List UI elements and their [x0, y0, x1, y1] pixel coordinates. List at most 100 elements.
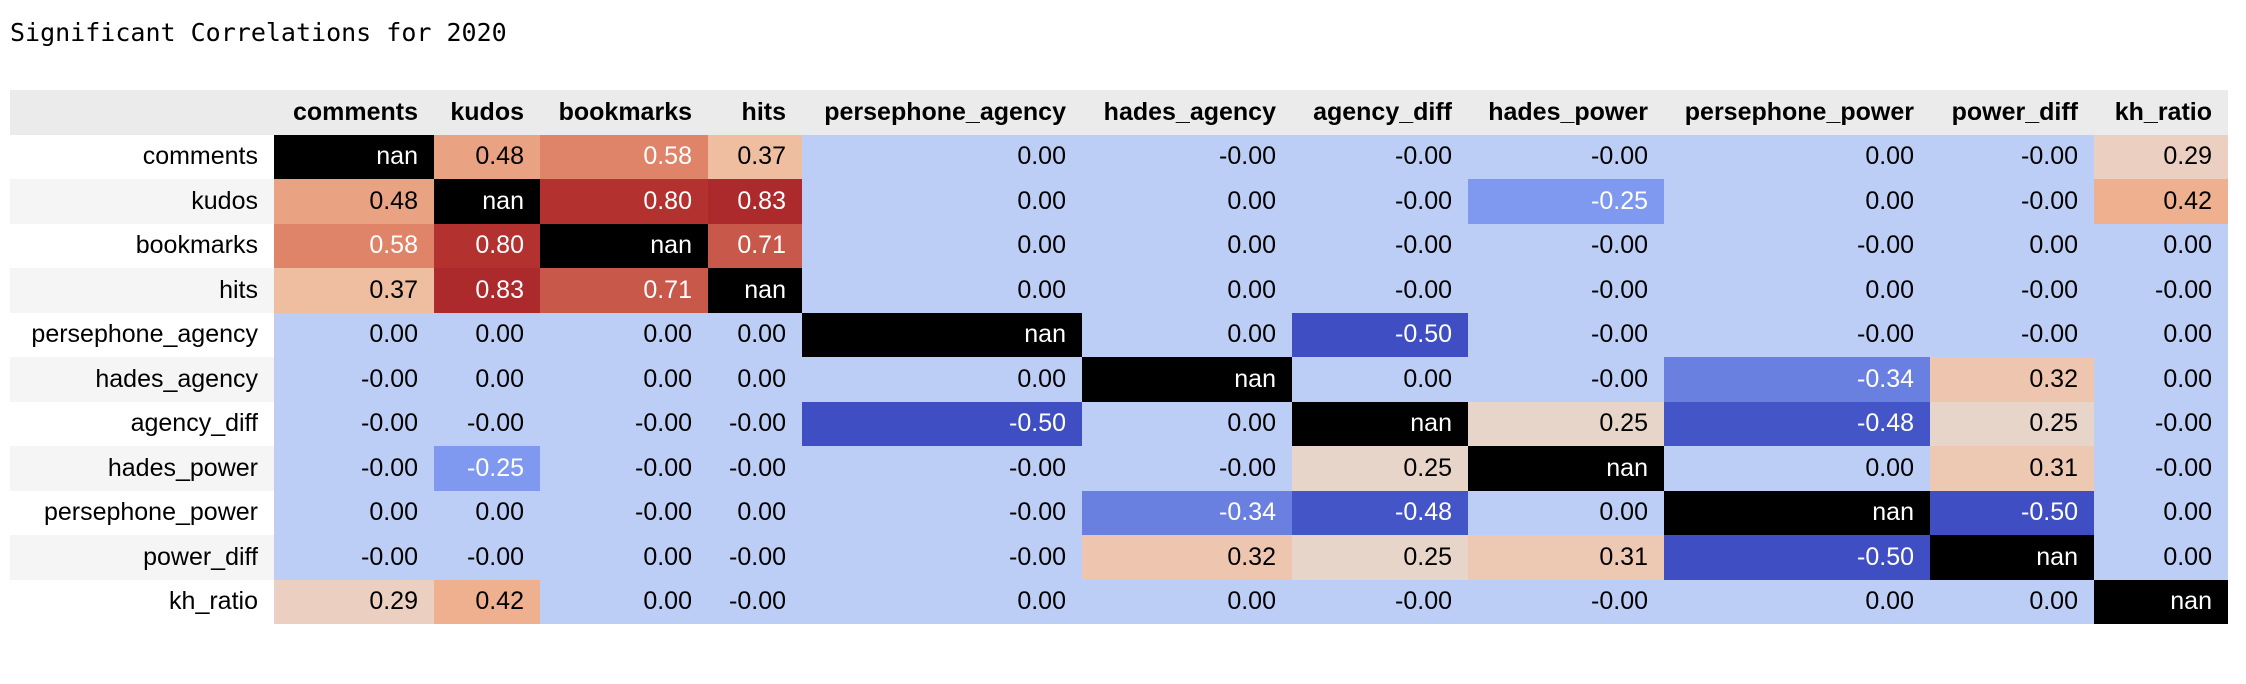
correlation-cell: 0.00 — [540, 535, 708, 580]
correlation-cell: nan — [1468, 446, 1664, 491]
correlation-cell: -0.00 — [1930, 179, 2094, 224]
column-header: hades_agency — [1082, 90, 1292, 135]
row-header: kh_ratio — [10, 579, 274, 624]
table-row: power_diff -0.00 -0.00 0.00 -0.00 -0.00 0.32 0.… — [10, 535, 2228, 580]
column-header: kh_ratio — [2094, 90, 2228, 135]
table-row: agency_diff -0.00 -0.00 -0.00 -0.00 -0.50 0.00… — [10, 401, 2228, 446]
correlation-cell: 0.00 — [1468, 490, 1664, 535]
correlation-cell: 0.00 — [434, 357, 540, 402]
correlation-cell: 0.00 — [708, 312, 802, 357]
row-header: hades_agency — [10, 357, 274, 402]
correlation-cell: -0.25 — [434, 446, 540, 491]
correlation-cell: -0.00 — [1082, 446, 1292, 491]
correlation-cell: -0.00 — [1468, 312, 1664, 357]
table-row: persephone_power 0.00 0.00 -0.00 0.00 -0.00 -0… — [10, 490, 2228, 535]
correlation-cell: 0.71 — [708, 223, 802, 268]
column-header: kudos — [434, 90, 540, 135]
correlation-cell: -0.00 — [802, 446, 1082, 491]
header-row: comments kudos bookmarks hits persephone_age… — [10, 90, 2228, 135]
correlation-cell: 0.00 — [708, 490, 802, 535]
correlation-cell: -0.00 — [1930, 268, 2094, 313]
correlation-cell: -0.48 — [1292, 490, 1468, 535]
correlation-cell: 0.00 — [540, 579, 708, 624]
correlation-cell: -0.50 — [1930, 490, 2094, 535]
correlation-cell: 0.25 — [1292, 446, 1468, 491]
correlation-cell: -0.00 — [274, 401, 434, 446]
column-header: power_diff — [1930, 90, 2094, 135]
correlation-cell: 0.00 — [1664, 579, 1930, 624]
column-header: bookmarks — [540, 90, 708, 135]
column-header: persephone_power — [1664, 90, 1930, 135]
correlation-cell: -0.00 — [708, 401, 802, 446]
correlation-cell: 0.31 — [1930, 446, 2094, 491]
correlation-cell: -0.00 — [708, 446, 802, 491]
column-header: agency_diff — [1292, 90, 1468, 135]
correlation-cell: 0.00 — [802, 268, 1082, 313]
correlation-cell: 0.00 — [802, 357, 1082, 402]
correlation-cell: 0.00 — [1082, 312, 1292, 357]
correlation-cell: 0.83 — [434, 268, 540, 313]
correlation-cell: -0.00 — [1468, 268, 1664, 313]
row-header: bookmarks — [10, 223, 274, 268]
correlation-cell: -0.00 — [274, 357, 434, 402]
correlation-cell: -0.00 — [802, 490, 1082, 535]
correlation-cell: 0.32 — [1930, 357, 2094, 402]
correlation-cell: -0.00 — [1468, 357, 1664, 402]
correlation-cell: 0.00 — [2094, 223, 2228, 268]
correlation-table: comments kudos bookmarks hits persephone_age… — [10, 90, 2228, 624]
correlation-cell: -0.00 — [1468, 134, 1664, 179]
correlation-cell: 0.00 — [1082, 223, 1292, 268]
correlation-cell: -0.00 — [274, 446, 434, 491]
correlation-cell: 0.00 — [274, 490, 434, 535]
correlation-cell: 0.42 — [2094, 179, 2228, 224]
column-header: comments — [274, 90, 434, 135]
correlation-cell: -0.00 — [434, 401, 540, 446]
correlation-cell: 0.00 — [434, 490, 540, 535]
row-header: hits — [10, 268, 274, 313]
correlation-cell: -0.00 — [1292, 134, 1468, 179]
table-row: hits 0.37 0.83 0.71 nan 0.00 0.00 -0.00 -0.00 0.0… — [10, 268, 2228, 313]
correlation-cell: 0.00 — [2094, 535, 2228, 580]
row-header: power_diff — [10, 535, 274, 580]
correlation-cell: 0.48 — [274, 179, 434, 224]
chart-title: Significant Correlations for 2020 — [10, 18, 507, 47]
row-header: kudos — [10, 179, 274, 224]
correlation-cell: 0.00 — [1082, 579, 1292, 624]
correlation-cell: -0.00 — [1664, 312, 1930, 357]
correlation-cell: -0.00 — [708, 535, 802, 580]
correlation-cell: -0.00 — [1292, 268, 1468, 313]
table-row: persephone_agency 0.00 0.00 0.00 0.00 nan 0.00… — [10, 312, 2228, 357]
correlation-cell: -0.00 — [802, 535, 1082, 580]
correlation-cell: -0.48 — [1664, 401, 1930, 446]
correlation-cell: nan — [434, 179, 540, 224]
correlation-cell: -0.00 — [1082, 134, 1292, 179]
correlation-cell: -0.00 — [434, 535, 540, 580]
correlation-cell: 0.42 — [434, 579, 540, 624]
correlation-cell: 0.00 — [1082, 268, 1292, 313]
correlation-cell: 0.25 — [1930, 401, 2094, 446]
correlation-cell: 0.00 — [274, 312, 434, 357]
correlation-cell: -0.50 — [1292, 312, 1468, 357]
correlation-cell: nan — [274, 134, 434, 179]
correlation-cell: 0.00 — [2094, 357, 2228, 402]
correlation-cell: -0.00 — [708, 579, 802, 624]
correlation-cell: 0.00 — [1664, 268, 1930, 313]
table-row: comments nan 0.48 0.58 0.37 0.00 -0.00 -0.00 -0.… — [10, 134, 2228, 179]
correlation-cell: nan — [1292, 401, 1468, 446]
table-row: bookmarks 0.58 0.80 nan 0.71 0.00 0.00 -0.00 -0.… — [10, 223, 2228, 268]
correlation-cell: -0.00 — [2094, 446, 2228, 491]
correlation-cell: 0.31 — [1468, 535, 1664, 580]
correlation-cell: -0.00 — [1292, 579, 1468, 624]
correlation-cell: 0.00 — [540, 357, 708, 402]
correlation-cell: 0.83 — [708, 179, 802, 224]
correlation-cell: -0.34 — [1082, 490, 1292, 535]
correlation-cell: -0.25 — [1468, 179, 1664, 224]
correlation-cell: nan — [1930, 535, 2094, 580]
correlation-cell: 0.00 — [1664, 446, 1930, 491]
row-header: agency_diff — [10, 401, 274, 446]
correlation-cell: 0.71 — [540, 268, 708, 313]
correlation-cell: 0.37 — [708, 134, 802, 179]
correlation-cell: 0.00 — [802, 579, 1082, 624]
correlation-cell: -0.50 — [802, 401, 1082, 446]
correlation-cell: -0.00 — [1930, 134, 2094, 179]
